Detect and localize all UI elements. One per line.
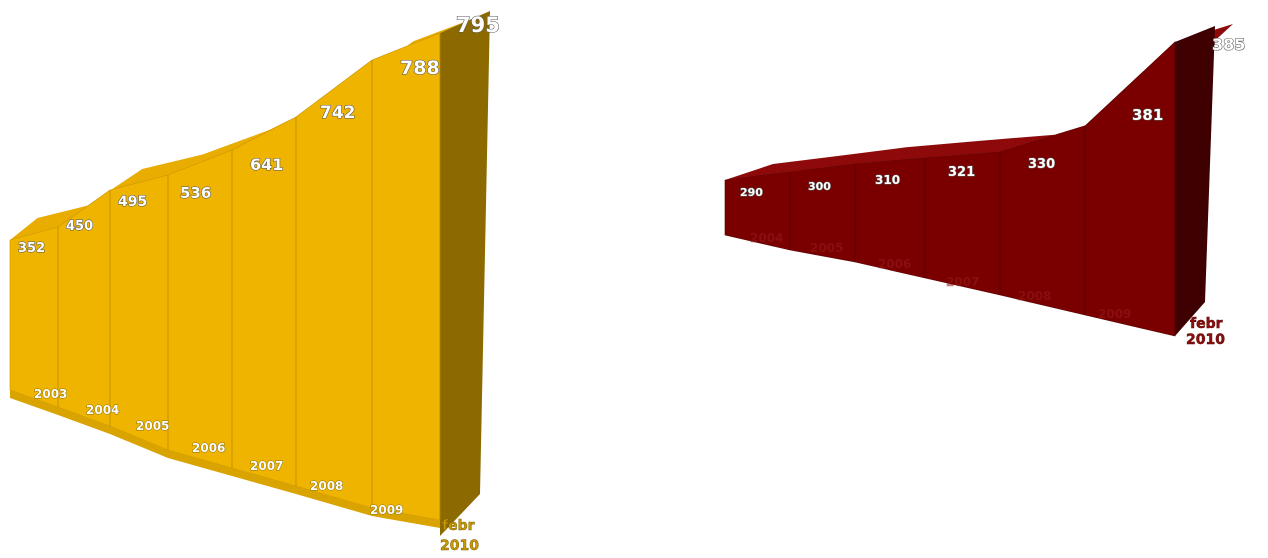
red-year-label: 2007 bbox=[946, 275, 979, 289]
gold-end-label: febr bbox=[442, 518, 475, 534]
red-value-label: 330 bbox=[1028, 157, 1055, 172]
red-year-label: 2006 bbox=[878, 257, 911, 271]
gold-3d-area-chart: 352 450 495 536 641 742 788 795 2003 2004 2005 2006… bbox=[9, 11, 500, 554]
red-front-face bbox=[724, 41, 1176, 337]
gold-value-label: 352 bbox=[18, 241, 45, 256]
red-end-label: febr bbox=[1190, 316, 1223, 332]
gold-year-label: 2005 bbox=[136, 419, 169, 433]
red-end-label: 2010 bbox=[1186, 332, 1225, 348]
gold-value-label: 450 bbox=[66, 219, 93, 234]
red-value-label: 385 bbox=[1212, 35, 1245, 54]
red-year-label: 2009 bbox=[1098, 307, 1131, 321]
red-value-label: 310 bbox=[875, 173, 900, 187]
red-year-label: 2008 bbox=[1018, 289, 1051, 303]
red-value-label: 381 bbox=[1132, 106, 1163, 124]
gold-year-label: 2007 bbox=[250, 459, 283, 473]
gold-end-label: 2010 bbox=[440, 538, 479, 554]
gold-year-label: 2003 bbox=[34, 387, 67, 401]
gold-value-label: 641 bbox=[250, 155, 283, 174]
red-year-label: 2004 bbox=[750, 231, 783, 245]
gold-value-label: 495 bbox=[118, 194, 147, 210]
gold-year-label: 2006 bbox=[192, 441, 225, 455]
red-value-label: 300 bbox=[808, 180, 831, 193]
gold-value-label: 536 bbox=[180, 184, 211, 202]
gold-year-label: 2009 bbox=[370, 503, 403, 517]
gold-year-label: 2008 bbox=[310, 479, 343, 493]
red-side-face bbox=[1175, 26, 1215, 336]
red-value-label: 321 bbox=[948, 165, 975, 180]
gold-value-label: 795 bbox=[456, 13, 500, 37]
red-year-label: 2005 bbox=[810, 241, 843, 255]
gold-year-label: 2004 bbox=[86, 403, 119, 417]
red-3d-area-chart: 290 300 310 321 330 381 385 2004 2005 2006 2007 200… bbox=[724, 24, 1246, 348]
red-value-label: 290 bbox=[740, 186, 763, 199]
gold-value-label: 742 bbox=[320, 103, 356, 123]
gold-side-face bbox=[440, 11, 490, 536]
gold-bottom-edge bbox=[10, 390, 440, 528]
gold-value-label: 788 bbox=[400, 57, 440, 79]
